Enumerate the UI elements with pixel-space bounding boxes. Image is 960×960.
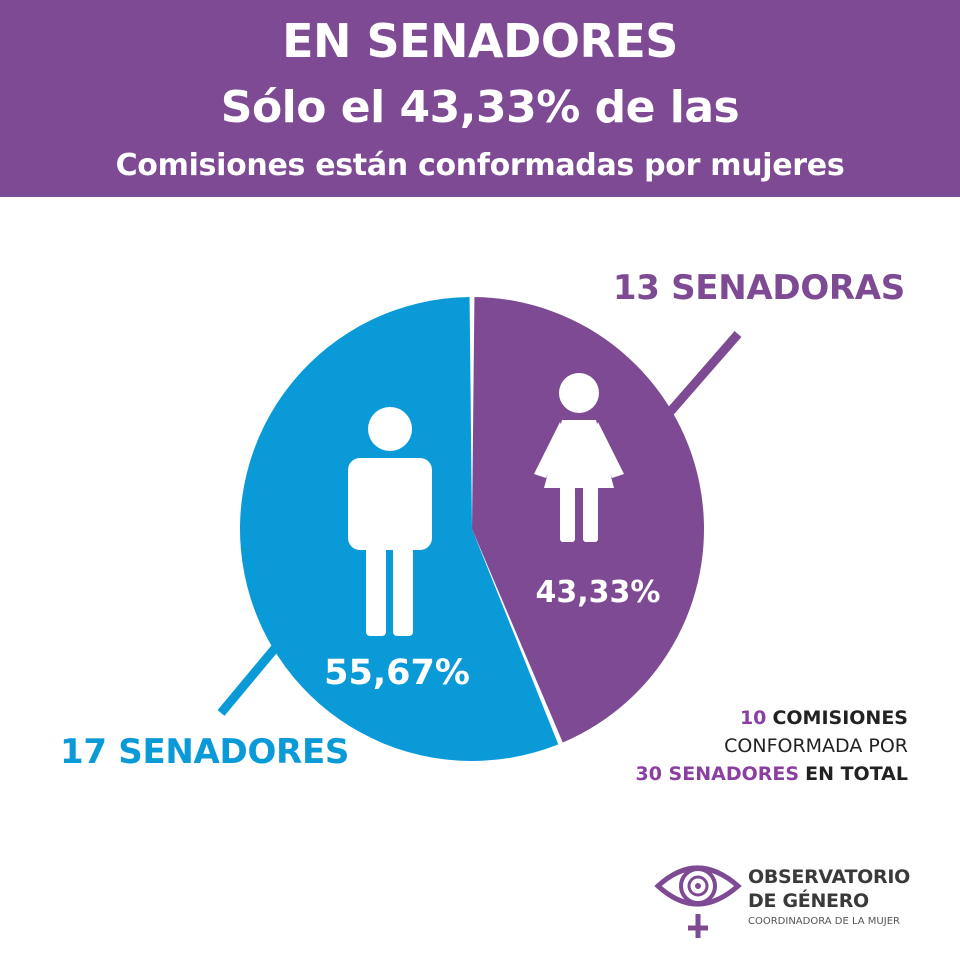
note-total-suffix: EN TOTAL	[805, 763, 908, 785]
women-count-label: 13 SENADORAS	[612, 268, 905, 308]
logo-line-3: COORDINADORA DE LA MUJER	[748, 916, 900, 927]
woman-icon	[534, 373, 624, 542]
note-line-3: 30 SENADORES EN TOTAL	[600, 760, 909, 788]
commissions-note: 10 COMISIONES CONFORMADA POR 30 SENADORE…	[600, 704, 909, 788]
note-line-1: 10 COMISIONES	[600, 704, 908, 732]
note-line-2: CONFORMADA POR	[724, 735, 908, 757]
note-commission-count: 10	[739, 707, 767, 729]
women-percentage-label: 43,33%	[536, 575, 661, 610]
header-title: EN SENADORES	[282, 14, 678, 68]
note-commissions-word: COMISIONES	[772, 707, 908, 729]
eye-venus-icon	[654, 865, 742, 938]
note-total-senators: 30 SENADORES	[635, 763, 800, 785]
logo-line-2: DE GÉNERO	[748, 890, 869, 912]
men-percentage-label: 55,67%	[324, 653, 470, 693]
women-leader-line	[666, 331, 742, 415]
header-subtitle: Sólo el 43,33% de las	[220, 82, 740, 133]
header-banner: EN SENADORES Sólo el 43,33% de las Comis…	[0, 0, 960, 197]
men-leader-line	[217, 644, 280, 716]
header-caption: Comisiones están conformadas por mujeres	[115, 148, 845, 183]
man-icon	[348, 407, 432, 636]
men-count-label: 17 SENADORES	[60, 732, 350, 772]
logo-line-1: OBSERVATORIO	[748, 866, 910, 888]
observatorio-logo: OBSERVATORIO DE GÉNERO COORDINADORA DE L…	[652, 852, 922, 944]
